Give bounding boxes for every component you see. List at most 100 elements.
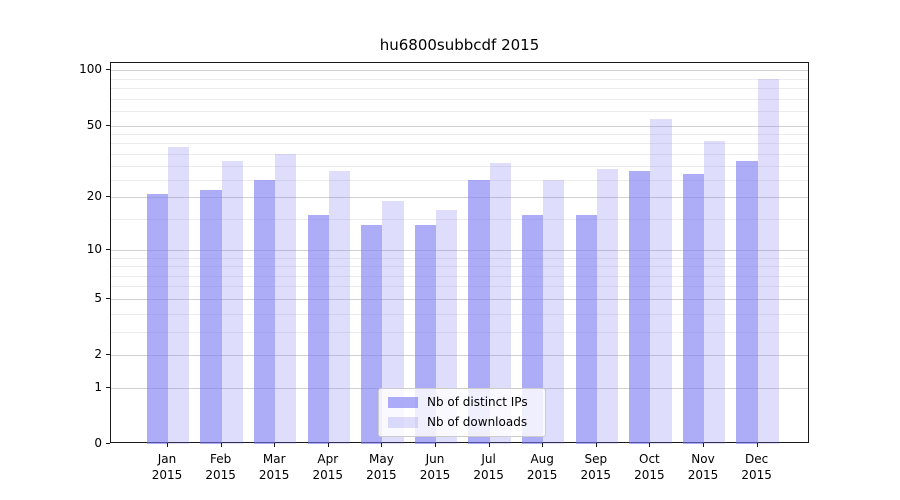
- y-tick-label-0: 0: [94, 436, 102, 450]
- x-tick-feb: [220, 443, 222, 447]
- bar-downloads-jun: [436, 209, 458, 444]
- x-tick-label-nov: Nov 2015: [675, 451, 731, 483]
- x-tick-label-jan: Jan 2015: [139, 451, 195, 483]
- x-tick-oct: [649, 443, 651, 447]
- chart-title: hu6800subbcdf 2015: [379, 36, 540, 54]
- bar-downloads-nov: [704, 141, 726, 444]
- x-tick-month: Dec: [744, 452, 769, 466]
- x-tick-label-may: May 2015: [353, 451, 409, 483]
- gridline-major-50: [111, 125, 808, 127]
- x-tick-label-mar: Mar 2015: [246, 451, 302, 483]
- x-tick-label-sep: Sep 2015: [568, 451, 624, 483]
- x-tick-year: 2015: [526, 468, 558, 482]
- x-tick-year: 2015: [151, 468, 183, 482]
- x-tick-dec: [756, 443, 758, 447]
- x-tick-month: Nov: [691, 452, 715, 466]
- x-tick-year: 2015: [634, 468, 665, 482]
- y-tick-100: [106, 69, 110, 71]
- y-tick-2: [106, 354, 110, 356]
- x-tick-mar: [274, 443, 276, 447]
- bar-ips-sep: [575, 214, 597, 444]
- gridline-minor-35: [111, 153, 808, 155]
- x-tick-year: 2015: [205, 468, 236, 482]
- x-tick-year: 2015: [580, 468, 612, 482]
- bar-downloads-oct: [650, 119, 672, 444]
- x-tick-label-feb: Feb 2015: [193, 451, 249, 483]
- x-tick-nov: [703, 443, 704, 447]
- x-tick-month: Oct: [639, 452, 660, 466]
- y-tick-0: [106, 443, 110, 444]
- x-tick-label-jun: Jun 2015: [407, 451, 463, 483]
- bar-ips-jan: [146, 193, 168, 444]
- gridline-minor-7: [111, 275, 808, 277]
- x-tick-year: 2015: [473, 468, 504, 482]
- gridline-major-100: [111, 70, 808, 72]
- gridline-minor-6: [111, 286, 808, 288]
- bar-downloads-mar: [275, 153, 297, 444]
- legend-row-ips: Nb of distinct IPs: [388, 394, 536, 411]
- x-tick-month: Jun: [425, 452, 445, 466]
- gridline-minor-3: [111, 331, 808, 333]
- y-tick-label-50: 50: [86, 117, 102, 132]
- legend-label-ips: Nb of distinct IPs: [427, 395, 528, 409]
- gridline-minor-70: [111, 98, 808, 100]
- x-tick-label-apr: Apr 2015: [300, 451, 356, 483]
- bar-ips-apr: [307, 214, 329, 444]
- bar-downloads-may: [382, 201, 404, 444]
- y-tick-label-10: 10: [86, 241, 102, 256]
- bar-downloads-apr: [328, 171, 351, 444]
- plot-area: [110, 61, 809, 444]
- gridline-major-20: [111, 197, 808, 199]
- bar-ips-aug: [521, 214, 544, 444]
- x-tick-label-oct: Oct 2015: [621, 451, 677, 483]
- x-tick-month: Mar: [262, 452, 286, 466]
- legend-label-downloads: Nb of downloads: [427, 415, 528, 429]
- y-tick-label-100: 100: [79, 62, 102, 77]
- bar-downloads-jul: [489, 163, 511, 444]
- x-tick-year: 2015: [258, 468, 290, 482]
- x-tick-year: 2015: [419, 468, 451, 482]
- x-tick-month: Aug: [530, 452, 554, 466]
- y-tick-label-20: 20: [86, 189, 102, 204]
- gridline-minor-30: [111, 165, 808, 167]
- x-tick-month: Feb: [209, 452, 232, 466]
- x-tick-month: Jul: [481, 452, 496, 466]
- x-tick-label-dec: Dec 2015: [729, 451, 785, 483]
- y-tick-label-2: 2: [94, 347, 102, 362]
- bar-downloads-sep: [596, 168, 619, 444]
- gridline-minor-4: [111, 313, 808, 315]
- x-tick-aug: [542, 443, 544, 447]
- gridline-major-10: [111, 249, 808, 251]
- x-tick-year: 2015: [366, 468, 397, 482]
- legend-row-downloads: Nb of downloads: [388, 414, 536, 431]
- y-tick-50: [106, 124, 110, 126]
- x-tick-may: [381, 443, 383, 447]
- x-tick-jul: [488, 443, 490, 447]
- bar-ips-feb: [200, 190, 222, 444]
- y-tick-label-5: 5: [94, 290, 102, 305]
- gridline-minor-8: [111, 266, 808, 268]
- bar-ips-dec: [736, 160, 758, 444]
- bar-ips-may: [361, 224, 383, 444]
- y-tick-label-1: 1: [94, 379, 102, 394]
- x-tick-label-jul: Jul 2015: [461, 451, 517, 483]
- bar-ips-jul: [468, 180, 490, 444]
- bar-ips-mar: [253, 180, 276, 444]
- legend: Nb of distinct IPs Nb of downloads: [378, 388, 546, 437]
- gridline-minor-60: [111, 111, 808, 113]
- gridline-minor-80: [111, 88, 808, 90]
- x-tick-month: May: [368, 452, 394, 466]
- x-tick-year: 2015: [687, 468, 719, 482]
- x-tick-jan: [167, 443, 168, 447]
- bar-downloads-aug: [543, 180, 565, 444]
- x-tick-year: 2015: [741, 468, 772, 482]
- bar-downloads-jan: [168, 147, 190, 444]
- gridline-minor-15: [111, 219, 808, 221]
- y-tick-20: [106, 196, 110, 198]
- bar-downloads-dec: [757, 78, 779, 444]
- x-tick-month: Sep: [584, 452, 608, 466]
- y-tick-1: [106, 386, 110, 388]
- gridline-minor-90: [111, 78, 808, 80]
- x-tick-label-aug: Aug 2015: [514, 451, 570, 483]
- x-tick-sep: [595, 443, 597, 447]
